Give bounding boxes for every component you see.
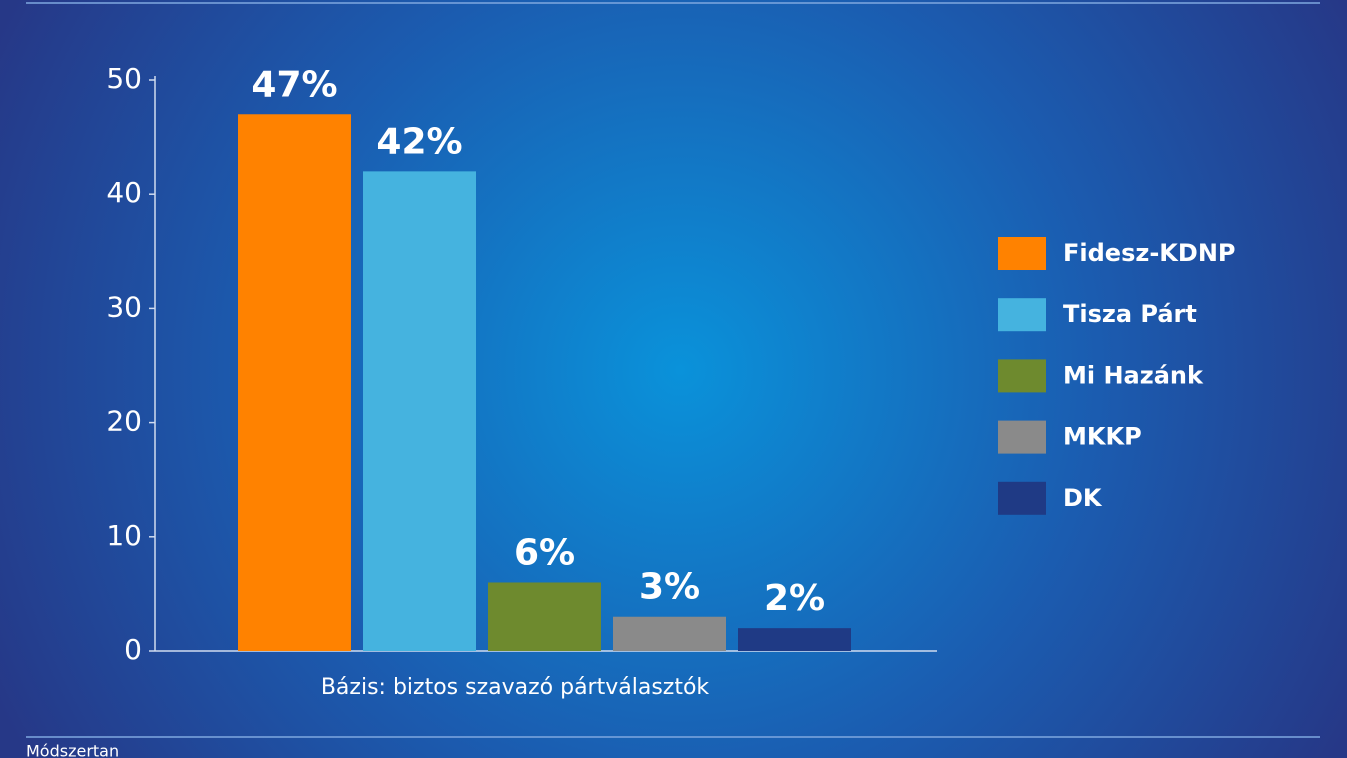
bar: [238, 114, 351, 651]
x-axis-label: Bázis: biztos szavazó pártválasztók: [321, 675, 710, 700]
legend-swatch: [998, 481, 1046, 515]
bar: [738, 628, 851, 651]
y-tick-label: 20: [106, 405, 142, 438]
bar: [613, 616, 726, 651]
legend-swatch: [998, 237, 1046, 270]
legend-label: DK: [1063, 484, 1103, 512]
value-label: 2%: [764, 578, 825, 619]
bar: [363, 171, 476, 652]
y-tick-label: 40: [106, 176, 142, 209]
y-tick-label: 10: [106, 519, 142, 552]
y-tick-label: 50: [106, 62, 142, 95]
y-tick-label: 30: [106, 290, 142, 323]
legend-swatch: [998, 298, 1046, 332]
footer-note: Módszertan: [26, 742, 119, 758]
value-label: 42%: [376, 121, 462, 162]
legend-label: Mi Hazánk: [1063, 361, 1204, 389]
bar: [488, 582, 601, 651]
value-label: 3%: [639, 567, 700, 608]
legend-swatch: [998, 359, 1046, 393]
legend-label: Fidesz-KDNP: [1063, 239, 1236, 267]
value-label: 47%: [251, 64, 337, 105]
legend-label: MKKP: [1063, 423, 1142, 451]
value-label: 6%: [514, 532, 575, 573]
y-tick-label: 0: [124, 633, 142, 666]
legend-label: Tisza Párt: [1063, 300, 1197, 328]
legend-swatch: [998, 420, 1046, 454]
